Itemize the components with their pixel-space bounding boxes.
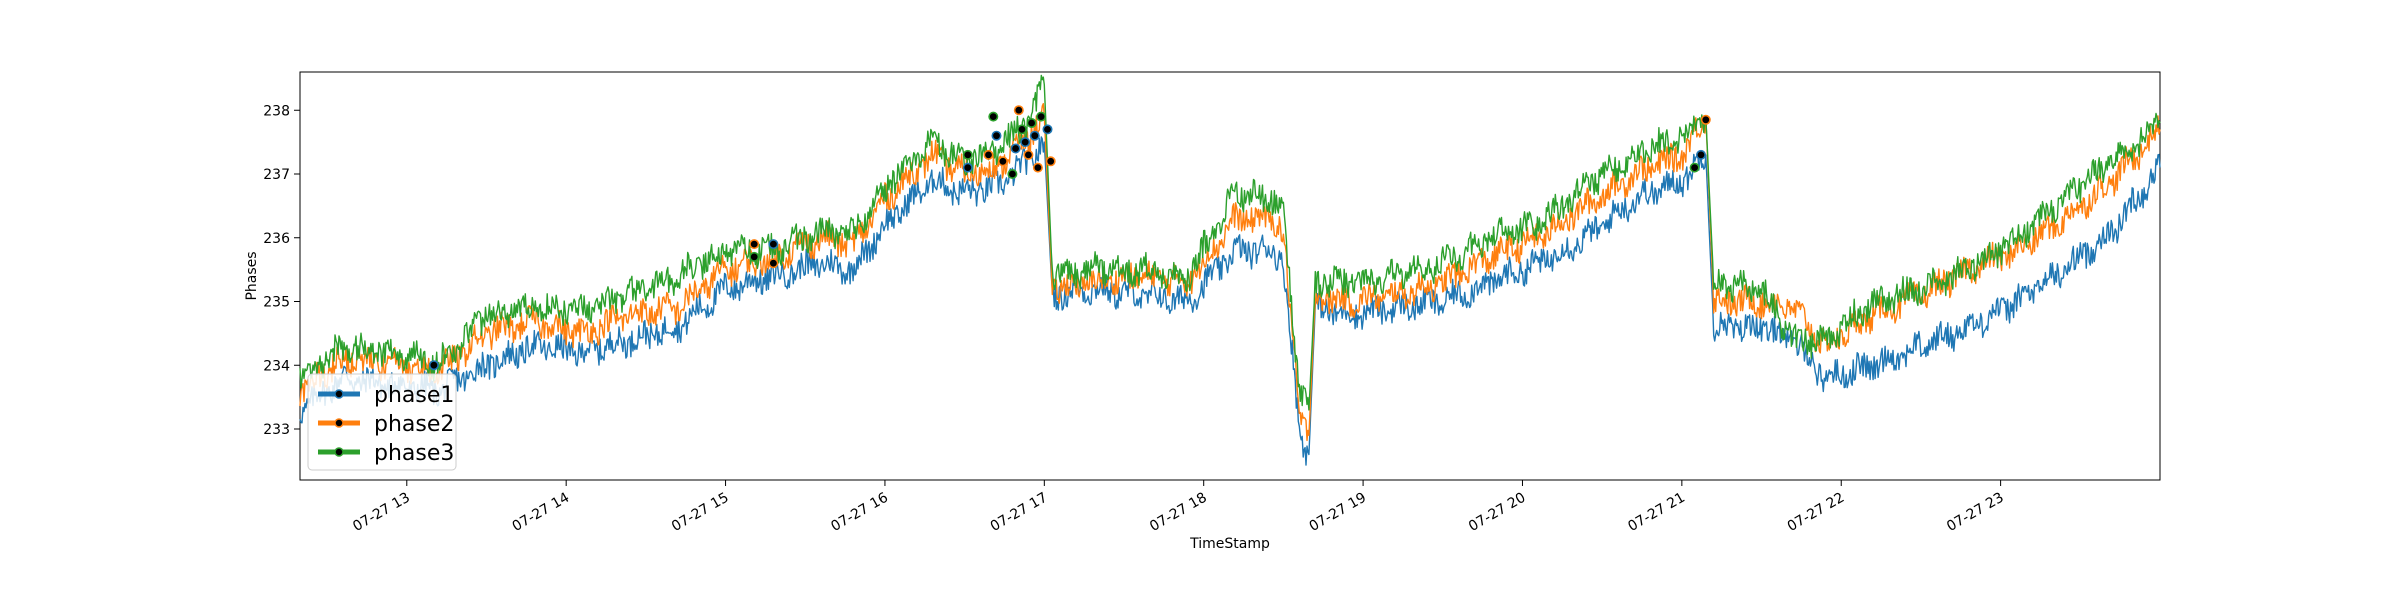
legend-marker-icon [334, 447, 344, 457]
x-tick-label: 07-27 17 [988, 490, 1051, 535]
y-axis-label: Phases [244, 251, 260, 300]
y-tick-label: 238 [263, 103, 290, 119]
highlight-marker [768, 258, 779, 269]
series-line-phase1 [299, 136, 2161, 466]
highlight-marker [1016, 124, 1027, 135]
highlight-marker [962, 162, 973, 173]
legend-box [307, 373, 457, 471]
x-axis-label: TimeStamp [1189, 536, 1270, 552]
highlight-marker [1029, 130, 1040, 141]
x-tick-label: 07-27 21 [1625, 490, 1688, 535]
highlight-marker [1010, 143, 1021, 154]
y-tick-label: 233 [263, 422, 290, 438]
highlight-marker [1026, 118, 1037, 129]
highlight-marker [1042, 124, 1053, 135]
highlight-marker [1023, 149, 1034, 160]
legend-marker-icon [334, 389, 344, 399]
series-line-phase3 [299, 74, 2161, 411]
highlight-marker [428, 360, 439, 371]
y-tick-label: 234 [263, 358, 290, 374]
x-tick-label: 07-27 22 [1785, 490, 1848, 535]
legend-label-phase2: phase2 [374, 412, 454, 437]
highlight-marker [983, 149, 994, 160]
x-tick-label: 07-27 13 [350, 490, 413, 535]
highlight-marker [1045, 156, 1056, 167]
highlight-marker [1020, 137, 1031, 148]
y-tick-label: 237 [263, 167, 290, 183]
legend-label-phase1: phase1 [374, 383, 454, 408]
x-tick-label: 07-27 18 [1147, 490, 1210, 535]
x-tick-label: 07-27 20 [1466, 490, 1529, 535]
highlight-marker [997, 156, 1008, 167]
highlight-marker [768, 239, 779, 250]
highlight-marker [1036, 111, 1047, 122]
highlight-marker [1013, 105, 1024, 116]
highlight-marker [749, 239, 760, 250]
y-tick-label: 235 [263, 295, 290, 311]
highlight-marker [749, 251, 760, 262]
series-layer [299, 74, 2161, 466]
marker-layer [428, 105, 1711, 371]
x-tick-label: 07-27 19 [1307, 490, 1370, 535]
y-tick-label: 236 [263, 231, 290, 247]
x-tick-label: 07-27 14 [510, 490, 573, 535]
highlight-marker [991, 130, 1002, 141]
x-tick-label: 07-27 15 [669, 490, 732, 535]
x-tick-label: 07-27 23 [1944, 490, 2007, 535]
x-axis: 07-27 13 07-27 14 07-27 15 07-27 16 07-27 17… [350, 480, 2007, 535]
legend-marker-icon [334, 418, 344, 428]
x-tick-label: 07-27 16 [828, 490, 891, 535]
highlight-marker [1696, 149, 1707, 160]
plot-area [299, 71, 2161, 481]
legend-label-phase3: phase3 [374, 441, 454, 466]
y-axis: 233 234 235 236 237 238 [263, 103, 300, 438]
highlight-marker [1689, 162, 1700, 173]
highlight-marker [1700, 114, 1711, 125]
highlight-marker [1032, 162, 1043, 173]
highlight-marker [962, 149, 973, 160]
highlight-marker [988, 111, 999, 122]
highlight-marker [1007, 169, 1018, 180]
legend: phase1 phase2 phase3 [307, 373, 457, 471]
